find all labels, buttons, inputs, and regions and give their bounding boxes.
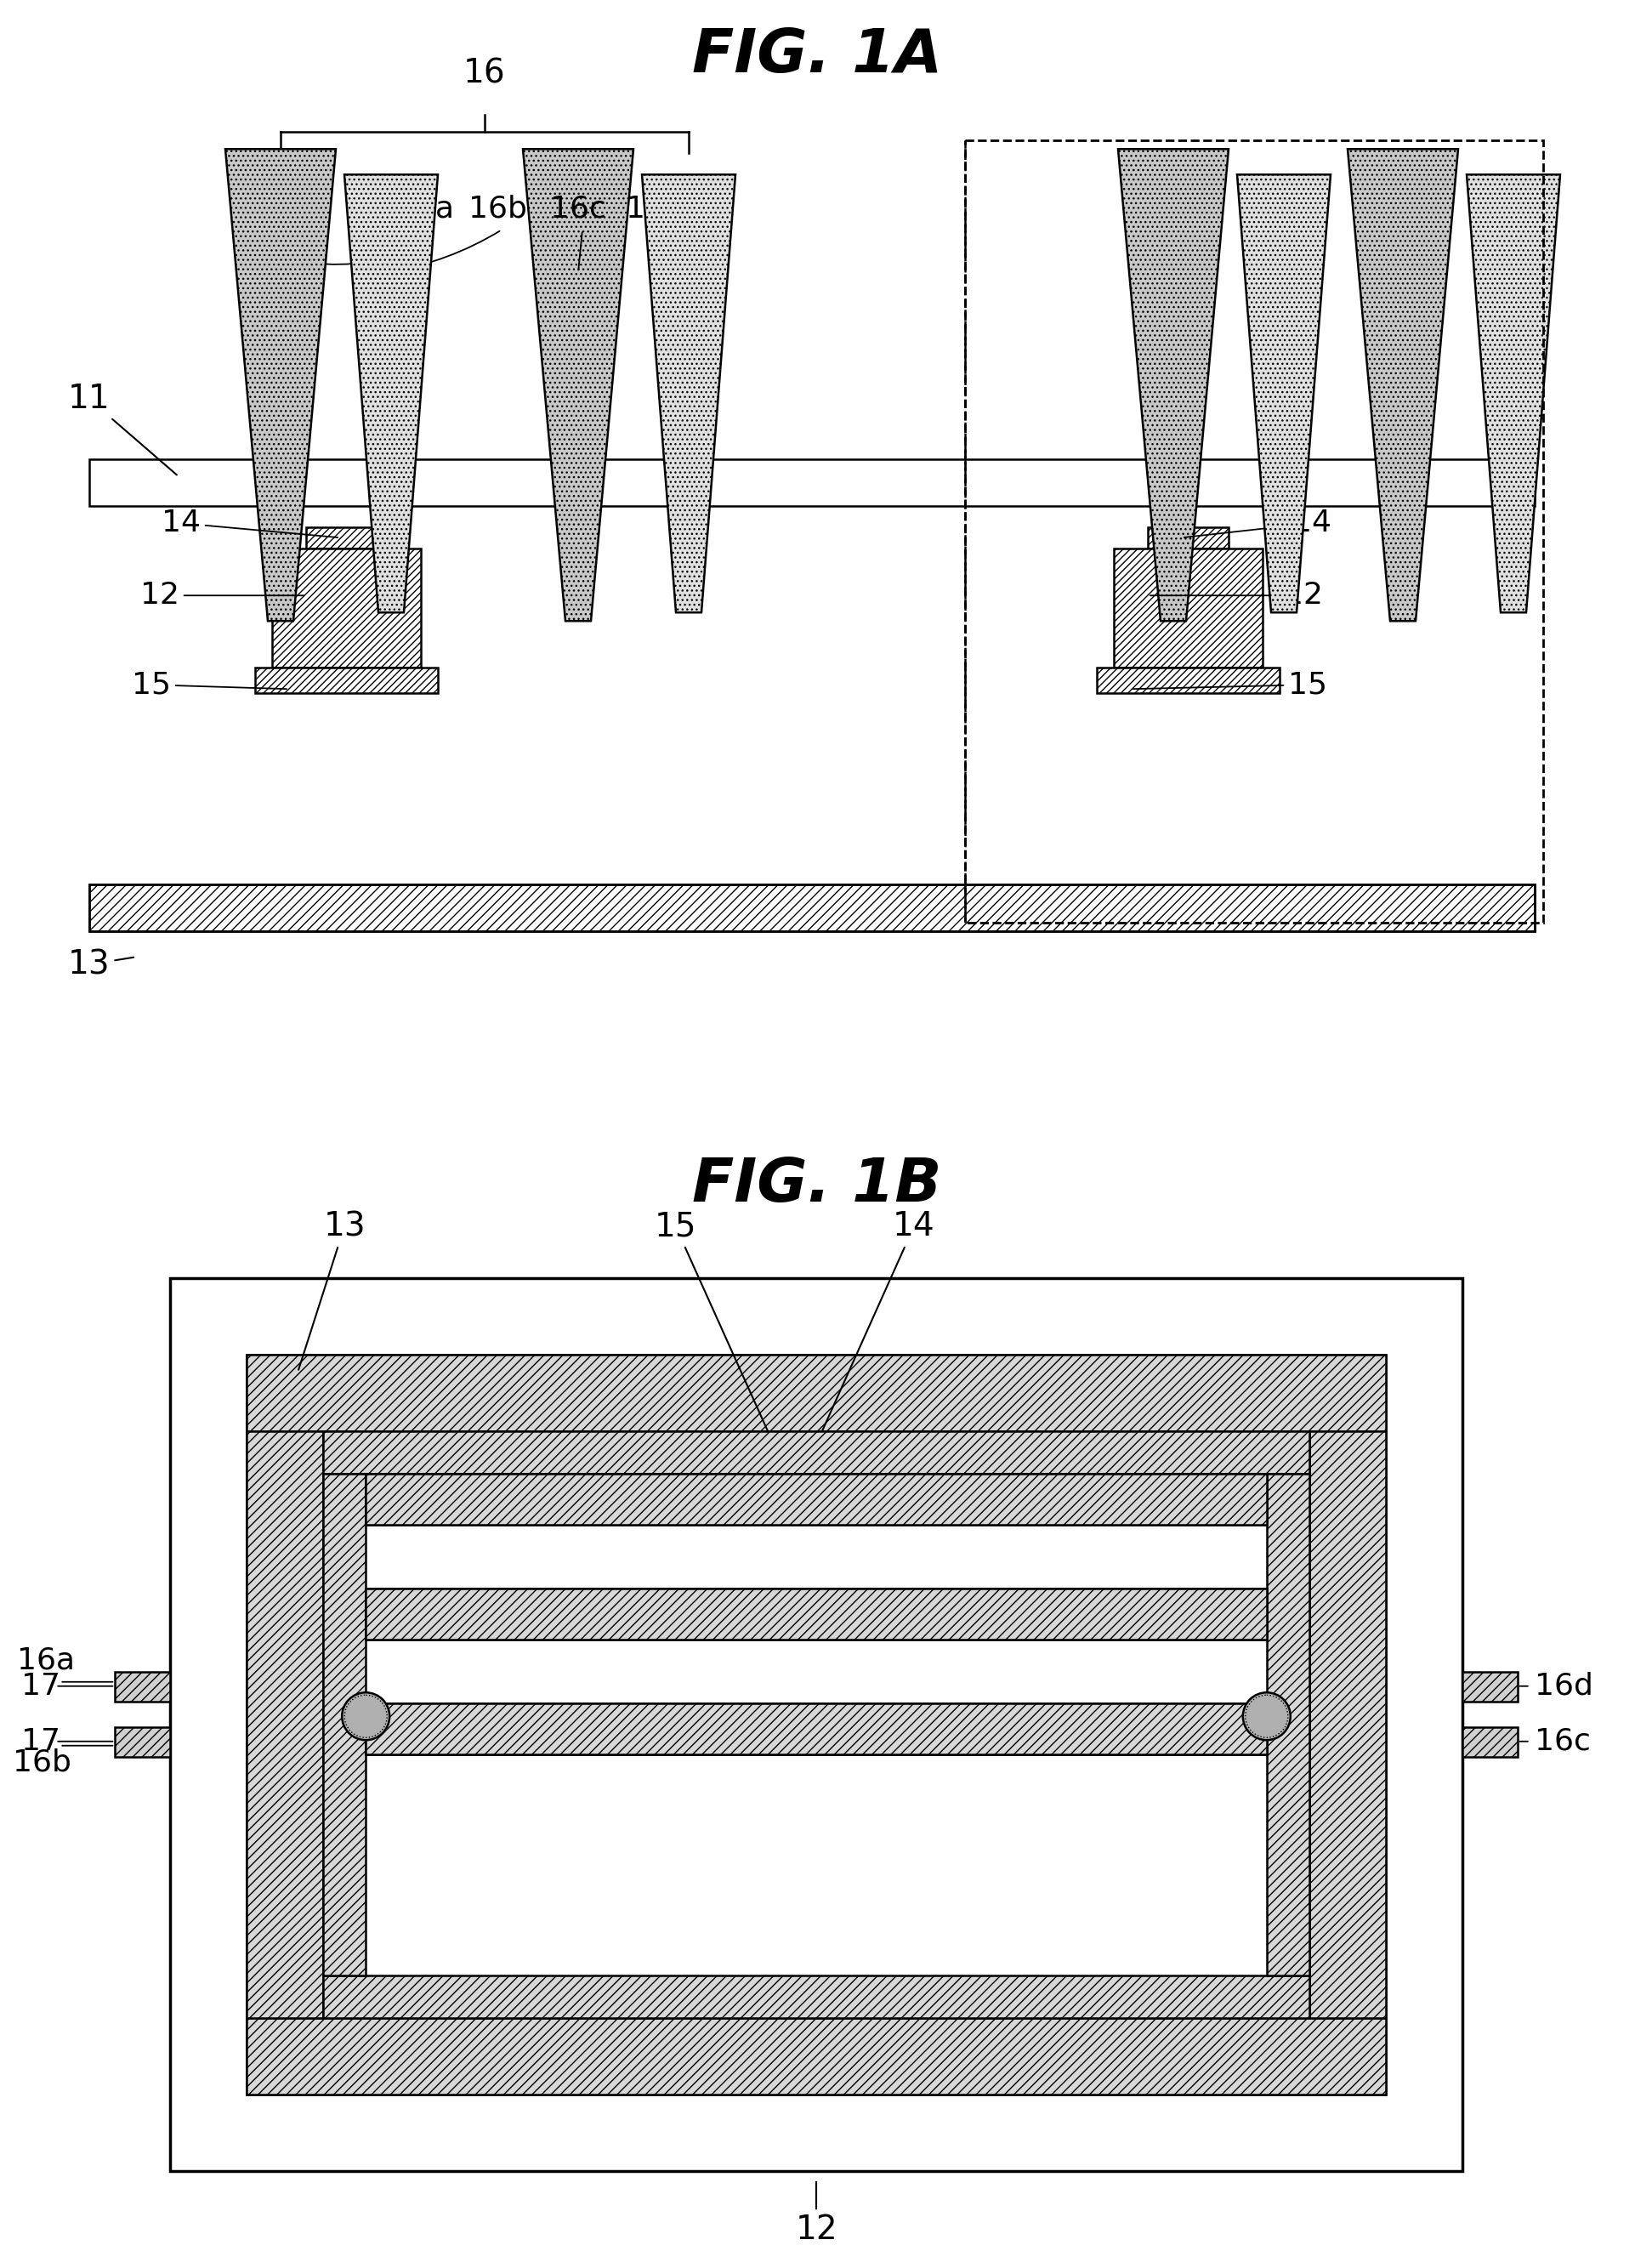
Text: 14: 14 xyxy=(818,1211,935,1442)
Bar xyxy=(90,885,1535,932)
Text: 11: 11 xyxy=(69,383,177,474)
Bar xyxy=(324,1431,1310,2019)
Bar xyxy=(170,1279,1462,2170)
Bar xyxy=(1462,1726,1517,1758)
Bar xyxy=(247,1354,1386,1431)
Text: 15: 15 xyxy=(654,1211,773,1442)
Bar xyxy=(114,1726,170,1758)
Text: FIG. 1A: FIG. 1A xyxy=(692,27,942,84)
Bar xyxy=(366,1474,1267,1524)
Text: 12: 12 xyxy=(141,581,304,610)
Text: 16c: 16c xyxy=(549,195,607,222)
Text: 16a: 16a xyxy=(396,195,455,222)
Text: 14: 14 xyxy=(1184,508,1331,538)
Polygon shape xyxy=(1467,175,1560,612)
Bar xyxy=(255,667,438,694)
Text: 15: 15 xyxy=(1133,671,1328,699)
Bar xyxy=(247,1431,324,2019)
Bar xyxy=(366,1590,1267,1640)
Bar xyxy=(247,2019,1386,2096)
Bar xyxy=(366,1703,1267,1755)
Text: 17: 17 xyxy=(21,1672,60,1701)
Text: 13: 13 xyxy=(299,1211,366,1370)
Text: 16d: 16d xyxy=(626,195,683,222)
Text: FIG. 1B: FIG. 1B xyxy=(692,1157,942,1213)
Text: 16d: 16d xyxy=(1534,1672,1592,1701)
Bar xyxy=(1097,667,1280,694)
Bar xyxy=(1148,528,1228,549)
Polygon shape xyxy=(1347,150,1458,621)
Text: 16c: 16c xyxy=(1534,1726,1591,1755)
Polygon shape xyxy=(1118,150,1228,621)
Bar xyxy=(1267,1474,1310,1975)
Bar xyxy=(366,1474,1267,1524)
Bar xyxy=(247,1354,1386,2096)
Text: 17: 17 xyxy=(21,1726,60,1755)
Text: 13: 13 xyxy=(69,948,134,980)
Polygon shape xyxy=(523,150,633,621)
Text: 12: 12 xyxy=(1149,581,1323,610)
Bar xyxy=(90,885,1535,932)
Text: 12: 12 xyxy=(795,2182,837,2245)
Bar xyxy=(1462,1672,1517,1701)
Polygon shape xyxy=(643,175,736,612)
Polygon shape xyxy=(226,150,335,621)
Bar xyxy=(324,1431,1310,1474)
Bar xyxy=(324,1975,1310,2019)
Bar xyxy=(271,549,420,667)
Bar xyxy=(1310,1431,1386,2019)
Text: 16b: 16b xyxy=(468,195,526,222)
Polygon shape xyxy=(345,175,438,612)
Bar xyxy=(306,528,387,549)
Text: 16a: 16a xyxy=(18,1647,75,1676)
Bar xyxy=(366,1703,1267,1755)
Bar xyxy=(965,141,1543,923)
Text: 15: 15 xyxy=(132,671,286,699)
Text: 16b: 16b xyxy=(13,1749,72,1778)
Bar xyxy=(324,1474,366,1975)
Text: 14: 14 xyxy=(162,508,338,538)
Bar xyxy=(1113,549,1262,667)
Circle shape xyxy=(1243,1692,1290,1740)
Bar xyxy=(114,1672,170,1701)
Polygon shape xyxy=(1238,175,1331,612)
Circle shape xyxy=(342,1692,389,1740)
Bar xyxy=(366,1590,1267,1640)
Bar xyxy=(90,460,1535,506)
Text: 16: 16 xyxy=(463,57,505,88)
